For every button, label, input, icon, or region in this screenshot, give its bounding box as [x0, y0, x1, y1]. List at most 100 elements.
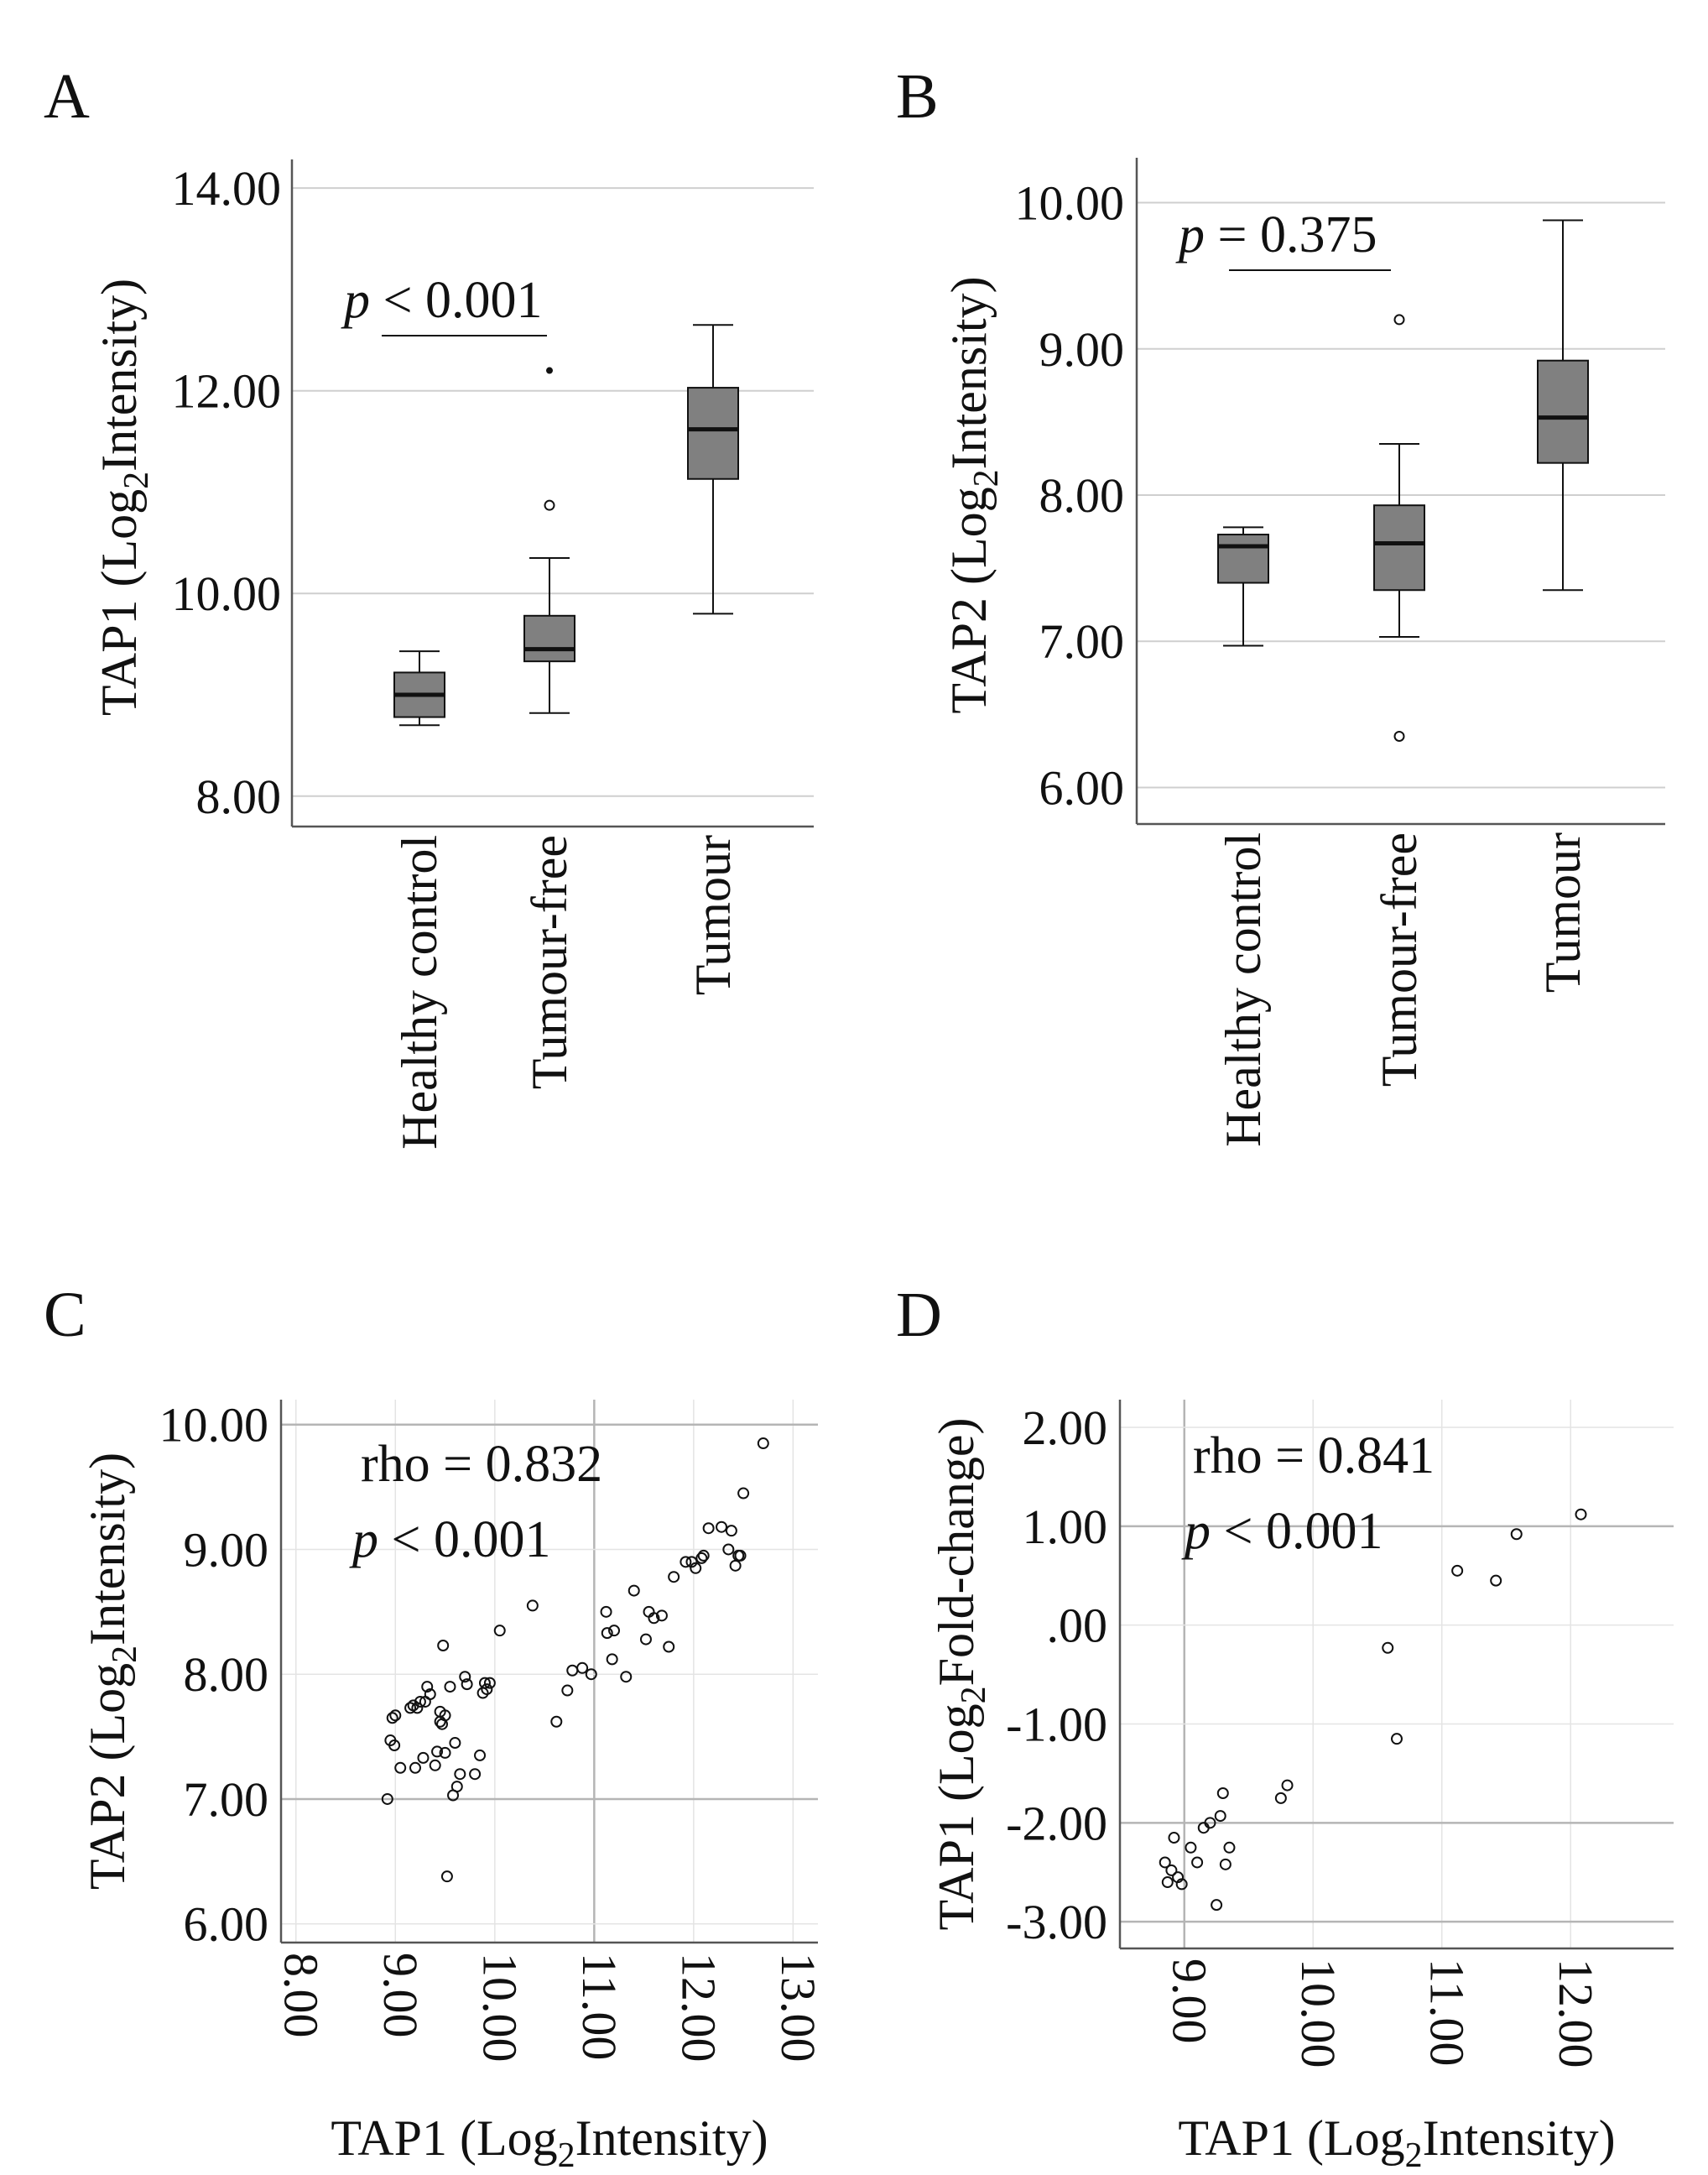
data-point: [1391, 1733, 1403, 1745]
y-tick-label: -1.00: [1006, 1698, 1107, 1752]
y-tick-label: 7.00: [184, 1772, 269, 1827]
iqr-box: [523, 614, 575, 663]
x-tick-label: 9.00: [373, 1953, 428, 2038]
y-axis-title: TAP1 (Log2Intensity): [91, 279, 156, 716]
p-value-annotation: p = 0.375: [1175, 206, 1377, 263]
data-point: [620, 1671, 633, 1683]
x-tick-label: 11.00: [1419, 1959, 1474, 2066]
data-point: [424, 1688, 436, 1701]
data-point: [450, 1781, 463, 1793]
panel-b-box-plot: B 6.00 7.00 8.00 9.00 10.00 Healthy control T…: [896, 61, 1665, 1147]
iqr-box: [1217, 534, 1269, 584]
data-point: [734, 1549, 747, 1562]
panel-a-box-plot: A 8.00 10.00 12.00 14.00 Healthy control Tum…: [44, 61, 814, 1150]
y-tick-label: 1.00: [1023, 1500, 1108, 1554]
data-point: [388, 1739, 401, 1751]
data-point: [478, 1677, 491, 1689]
box-3: [1537, 219, 1589, 592]
y-tick-label: 2.00: [1023, 1400, 1108, 1455]
data-point: [444, 1681, 456, 1693]
data-point: [449, 1737, 461, 1750]
data-point: [737, 1487, 750, 1500]
data-point: [680, 1556, 692, 1568]
y-tick-label: .00: [1047, 1599, 1108, 1653]
panel-d-scatter-plot: D 9.00 10.00 11.00 12.00 -3.00 -2.00 -1.00 .00 1…: [896, 1280, 1674, 2175]
data-point: [576, 1661, 589, 1674]
data-point: [469, 1768, 482, 1781]
data-point: [1175, 1878, 1188, 1891]
panel-b-letter: B: [896, 61, 939, 132]
data-point: [722, 1543, 735, 1556]
data-point: [1191, 1856, 1204, 1869]
box-2: [523, 367, 575, 714]
category-label: Healthy control: [392, 835, 447, 1150]
data-point: [386, 1712, 398, 1724]
data-point: [561, 1684, 574, 1697]
y-tick-label: 9.00: [184, 1522, 269, 1577]
y-tick-label: 10.00: [159, 1398, 269, 1453]
data-point: [550, 1715, 563, 1728]
data-point: [1219, 1858, 1232, 1870]
data-point: [600, 1605, 612, 1618]
y-tick-label: 8.00: [1039, 468, 1125, 523]
y-tick-label: 6.00: [184, 1897, 269, 1952]
x-tick-label: 10.00: [1291, 1959, 1346, 2068]
data-point: [1185, 1841, 1197, 1854]
data-point: [381, 1792, 393, 1805]
data-point: [1204, 1817, 1216, 1829]
x-axis-title: TAP1 (Log2Intensity): [331, 2110, 768, 2175]
category-label: Tumour-free: [522, 835, 577, 1089]
x-tick-label: 11.00: [572, 1953, 627, 2060]
y-axis-title: TAP2 (Log2Intensity): [80, 1453, 144, 1890]
data-point: [648, 1612, 660, 1625]
outlier-point: [544, 499, 555, 511]
x-tick-label: 13.00: [771, 1953, 825, 2063]
data-point: [440, 1870, 453, 1883]
data-point: [606, 1653, 618, 1666]
category-label: Tumour: [685, 835, 741, 995]
data-point: [429, 1759, 441, 1771]
y-tick-label: -2.00: [1006, 1796, 1107, 1850]
data-point: [1510, 1528, 1523, 1541]
category-label: Tumour: [1535, 832, 1591, 993]
iqr-box: [687, 387, 739, 480]
data-point: [1214, 1810, 1226, 1823]
data-point: [1274, 1792, 1287, 1804]
y-tick-label: 6.00: [1039, 760, 1125, 815]
data-point: [729, 1559, 742, 1572]
data-point: [1490, 1574, 1502, 1587]
data-point: [1159, 1856, 1171, 1869]
panel-d-letter: D: [896, 1280, 942, 1350]
y-tick-label: 12.00: [172, 364, 282, 419]
category-label: Tumour-free: [1372, 832, 1427, 1087]
p-value-annotation: p < 0.001: [1181, 1503, 1383, 1560]
data-point: [483, 1677, 496, 1689]
data-point: [608, 1625, 621, 1637]
y-tick-label: 8.00: [184, 1647, 269, 1702]
data-point: [585, 1668, 597, 1681]
panel-c-scatter-plot: C 8.00 9.00 10.00 11.00 12.00 13.00 6.00 7.00 8.…: [44, 1280, 825, 2175]
data-point: [404, 1702, 417, 1714]
data-point: [639, 1633, 652, 1646]
data-point: [627, 1584, 640, 1597]
data-point: [668, 1571, 680, 1583]
data-point: [1161, 1876, 1174, 1889]
data-point: [394, 1761, 407, 1774]
data-point: [389, 1709, 402, 1722]
data-point: [439, 1709, 451, 1722]
y-tick-label: 8.00: [196, 769, 282, 824]
data-point: [431, 1745, 444, 1758]
data-point: [409, 1761, 421, 1774]
outlier-point: [1393, 730, 1405, 742]
p-value-annotation: p < 0.001: [349, 1511, 550, 1568]
iqr-box: [1373, 504, 1425, 592]
data-point: [690, 1562, 702, 1574]
y-tick-label: 10.00: [172, 566, 282, 621]
panel-a-letter: A: [44, 61, 90, 132]
y-tick-label: 9.00: [1039, 322, 1125, 377]
category-label: Healthy control: [1216, 832, 1271, 1147]
data-point: [481, 1683, 493, 1696]
data-point: [1216, 1786, 1229, 1799]
data-point: [417, 1751, 430, 1764]
